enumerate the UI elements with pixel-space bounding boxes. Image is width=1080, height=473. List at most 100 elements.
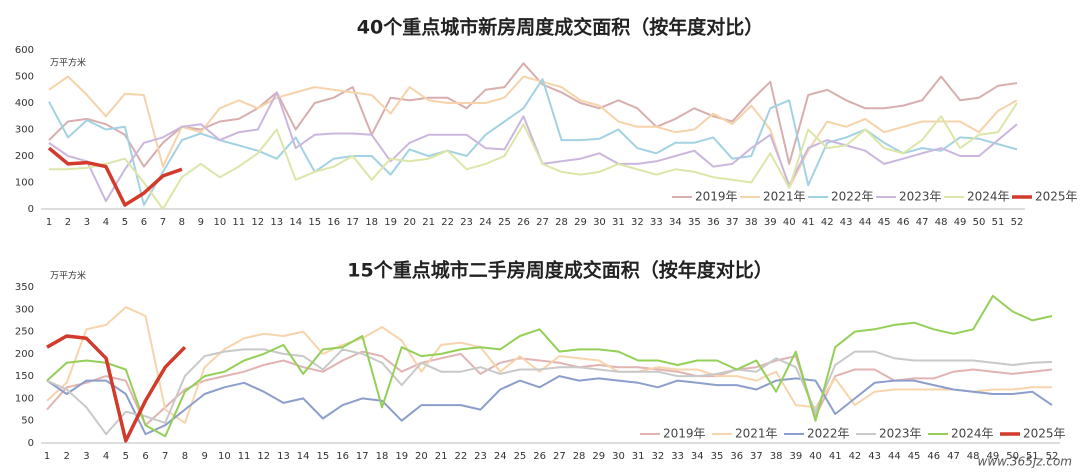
y-tick-label: 50 (21, 416, 34, 427)
x-tick-label: 10 (218, 451, 231, 462)
x-tick-label: 26 (533, 451, 546, 462)
x-tick-label: 17 (346, 217, 359, 228)
series-line (46, 294, 1053, 438)
legend-label: 2021年 (763, 190, 806, 204)
y-tick-label: 0 (28, 204, 34, 215)
x-tick-label: 18 (376, 451, 389, 462)
x-tick-label: 45 (908, 451, 921, 462)
watermark: www.365jz.com (978, 455, 1072, 469)
x-tick-label: 15 (308, 217, 321, 228)
legend-label: 2023年 (879, 427, 922, 441)
x-tick-label: 36 (730, 451, 743, 462)
series-line (46, 350, 1053, 427)
x-tick-label: 27 (536, 217, 549, 228)
series-line (46, 348, 1053, 436)
x-tick-label: 31 (632, 451, 645, 462)
x-tick-label: 17 (356, 451, 369, 462)
x-tick-label: 42 (821, 217, 834, 228)
x-tick-label: 14 (297, 451, 310, 462)
x-tick-label: 28 (573, 451, 586, 462)
series-line (46, 334, 187, 443)
x-tick-label: 19 (384, 217, 397, 228)
y-tick-label: 100 (15, 178, 34, 189)
x-tick-label: 6 (141, 217, 147, 228)
x-tick-label: 41 (829, 451, 842, 462)
x-tick-label: 43 (868, 451, 881, 462)
x-tick-label: 5 (123, 451, 129, 462)
legend-label: 2025年 (1023, 427, 1066, 441)
y-tick-label: 0 (28, 438, 34, 449)
y-tick-label: 500 (15, 72, 34, 83)
x-tick-label: 29 (574, 217, 587, 228)
x-tick-label: 5 (122, 217, 128, 228)
x-tick-label: 26 (517, 217, 530, 228)
x-tick-label: 30 (593, 217, 606, 228)
x-tick-label: 50 (973, 217, 986, 228)
legend-label: 2025年 (1035, 190, 1078, 204)
x-tick-label: 21 (422, 217, 435, 228)
x-tick-label: 39 (789, 451, 802, 462)
x-tick-label: 18 (365, 217, 378, 228)
x-tick-label: 47 (916, 217, 929, 228)
x-tick-label: 21 (435, 451, 448, 462)
x-tick-label: 36 (707, 217, 720, 228)
y-axis-label: 万平方米 (50, 270, 86, 282)
x-tick-label: 16 (336, 451, 349, 462)
x-tick-label: 40 (783, 217, 796, 228)
x-tick-label: 24 (479, 217, 492, 228)
y-tick-label: 250 (15, 327, 34, 338)
y-tick-label: 350 (15, 282, 34, 293)
x-tick-label: 38 (770, 451, 783, 462)
x-tick-label: 8 (182, 451, 188, 462)
series-line (48, 62, 1018, 168)
x-tick-label: 33 (671, 451, 684, 462)
series-line (48, 75, 1018, 189)
x-tick-label: 14 (289, 217, 302, 228)
x-tick-label: 34 (669, 217, 682, 228)
x-tick-label: 1 (44, 451, 50, 462)
y-tick-label: 600 (15, 45, 34, 56)
x-tick-label: 51 (1026, 451, 1039, 462)
x-tick-label: 44 (859, 217, 872, 228)
x-tick-label: 29 (592, 451, 605, 462)
x-tick-label: 19 (395, 451, 408, 462)
x-tick-label: 23 (460, 217, 473, 228)
x-tick-label: 22 (441, 217, 454, 228)
legend-label: 2024年 (967, 190, 1010, 204)
x-tick-label: 47 (947, 451, 960, 462)
legend-label: 2019年 (663, 427, 706, 441)
x-tick-label: 31 (612, 217, 625, 228)
y-tick-label: 300 (15, 125, 34, 136)
x-tick-label: 9 (198, 217, 204, 228)
y-axis-label: 万平方米 (50, 57, 86, 69)
x-tick-label: 12 (257, 451, 270, 462)
legend-label: 2022年 (831, 190, 874, 204)
x-tick-label: 28 (555, 217, 568, 228)
x-tick-label: 9 (201, 451, 207, 462)
x-tick-label: 20 (403, 217, 416, 228)
x-tick-label: 32 (631, 217, 644, 228)
x-tick-label: 46 (927, 451, 940, 462)
series-line (49, 102, 1018, 210)
y-tick-label: 100 (15, 393, 34, 404)
x-tick-label: 10 (213, 217, 226, 228)
x-tick-label: 20 (415, 451, 428, 462)
chart-title: 15个重点城市二手房周度成交面积（按年度对比） (347, 259, 772, 282)
y-tick-label: 300 (15, 304, 34, 315)
x-tick-label: 4 (103, 217, 109, 228)
x-tick-label: 7 (160, 217, 166, 228)
x-tick-label: 25 (498, 217, 511, 228)
x-tick-label: 27 (553, 451, 566, 462)
x-tick-label: 25 (514, 451, 527, 462)
x-tick-label: 51 (992, 217, 1005, 228)
x-tick-label: 45 (878, 217, 891, 228)
x-tick-label: 12 (251, 217, 264, 228)
x-tick-label: 24 (494, 451, 507, 462)
x-tick-label: 48 (935, 217, 948, 228)
x-tick-label: 46 (897, 217, 910, 228)
legend-label: 2021年 (735, 427, 778, 441)
x-tick-label: 13 (270, 217, 283, 228)
x-tick-label: 15 (317, 451, 330, 462)
x-tick-label: 43 (840, 217, 853, 228)
